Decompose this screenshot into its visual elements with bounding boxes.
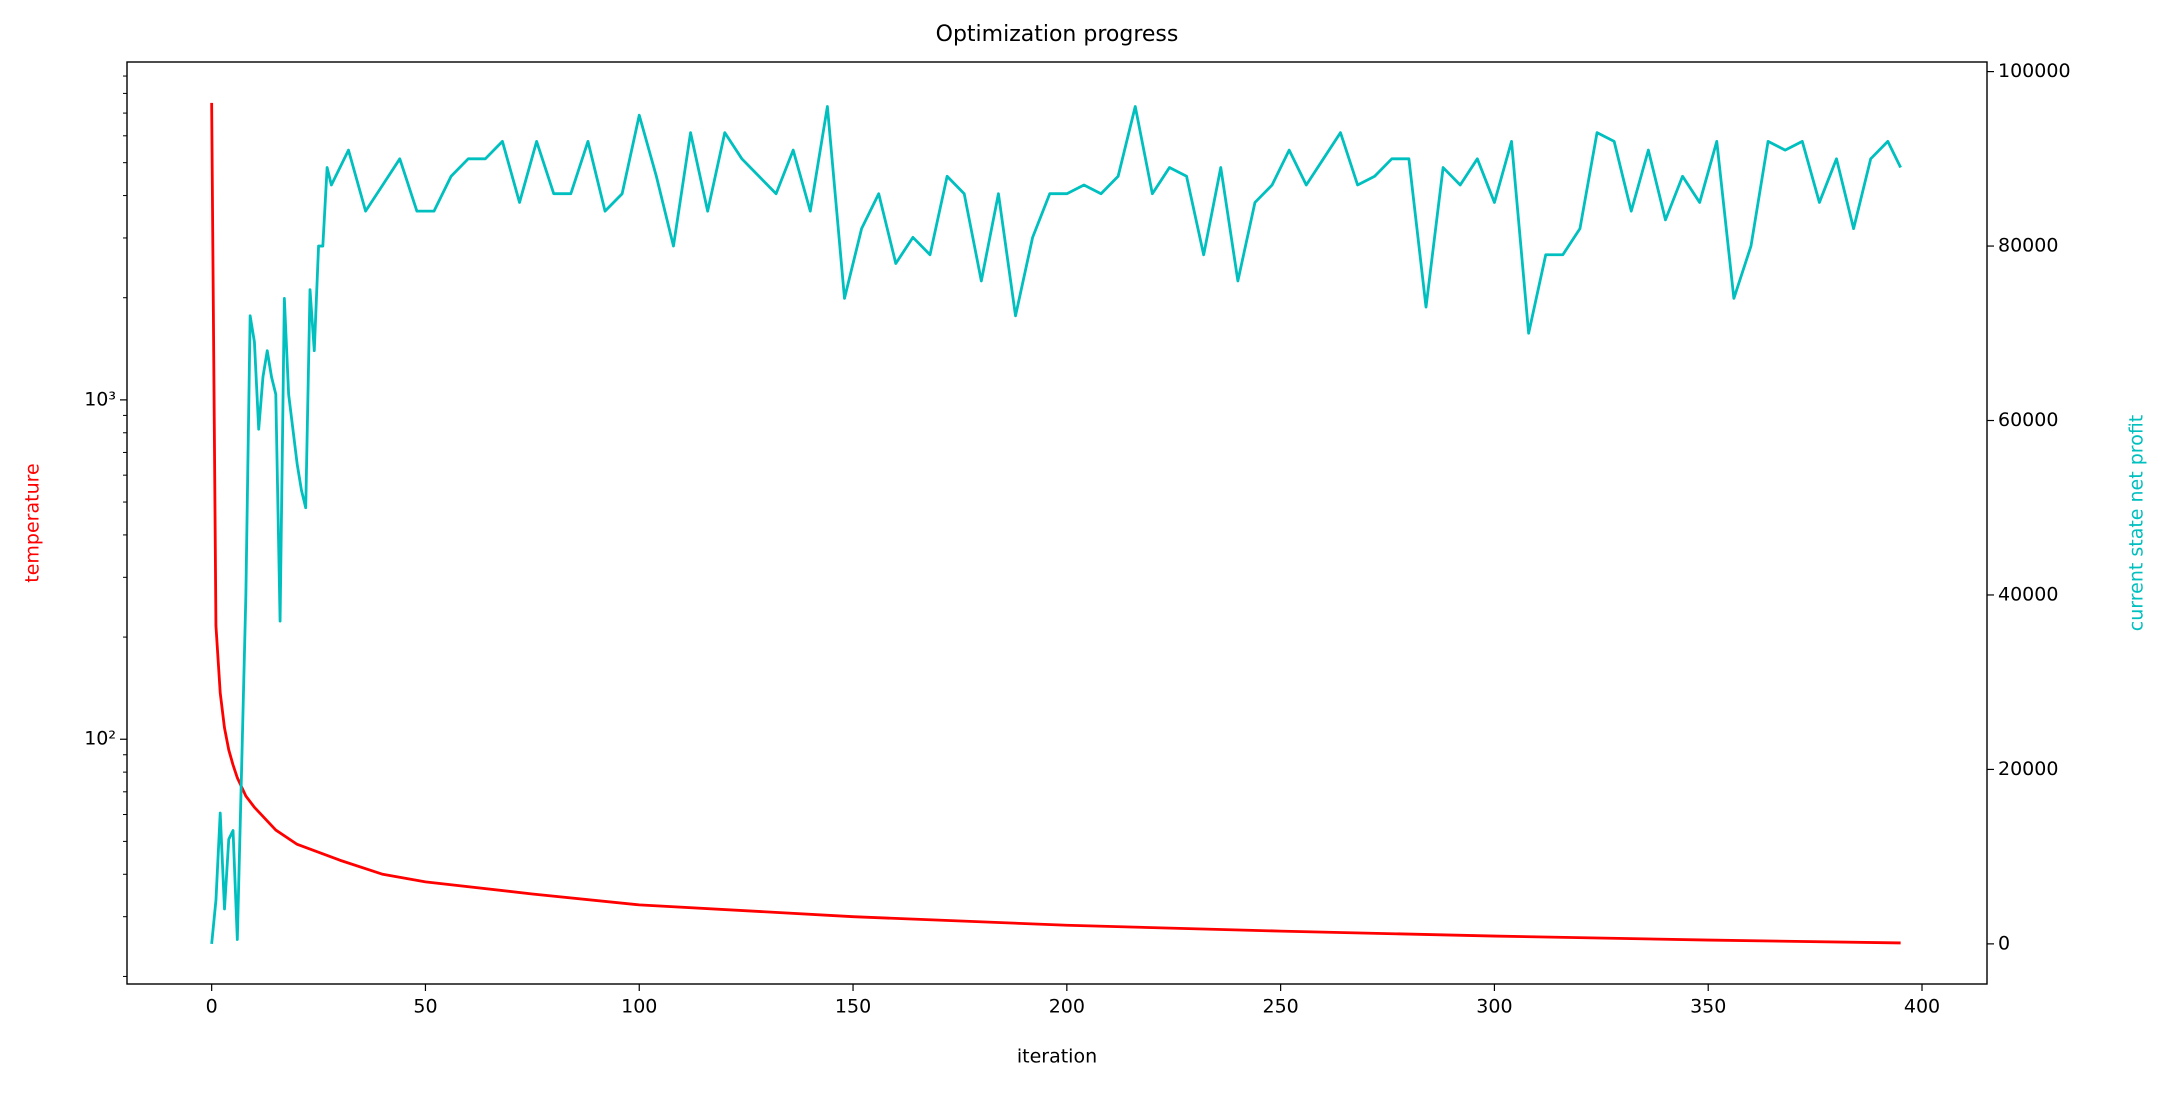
y-axis-label: temperature (22, 463, 44, 582)
plot-frame (126, 61, 1988, 985)
y2-tick-label: 60000 (1998, 409, 2058, 431)
y2-tick-label: 80000 (1998, 235, 2058, 257)
y2-tick-label: 40000 (1998, 583, 2058, 605)
series-line (210, 105, 1902, 945)
x-tick-label: 0 (206, 996, 218, 1018)
x-tick-label: 300 (1476, 996, 1512, 1018)
y2-tick-label: 100000 (1998, 60, 2071, 82)
x-axis-label: iteration (1017, 1046, 1097, 1068)
x-tick-label: 350 (1690, 996, 1726, 1018)
x-tick-label: 400 (1904, 996, 1940, 1018)
x-tick-label: 250 (1262, 996, 1298, 1018)
x-tick-label: 150 (835, 996, 871, 1018)
y2-axis-label: current state net profit (2126, 415, 2148, 631)
y2-tick-label: 0 (1998, 932, 2010, 954)
x-tick-label: 200 (1049, 996, 1085, 1018)
x-tick-label: 100 (621, 996, 657, 1018)
y-tick-label: 10³ (84, 388, 116, 410)
y-tick-label: 10² (84, 728, 116, 750)
y2-tick-label: 20000 (1998, 758, 2058, 780)
chart-title: Optimization progress (936, 22, 1179, 47)
series-line (210, 102, 1901, 945)
x-tick-label: 50 (413, 996, 437, 1018)
